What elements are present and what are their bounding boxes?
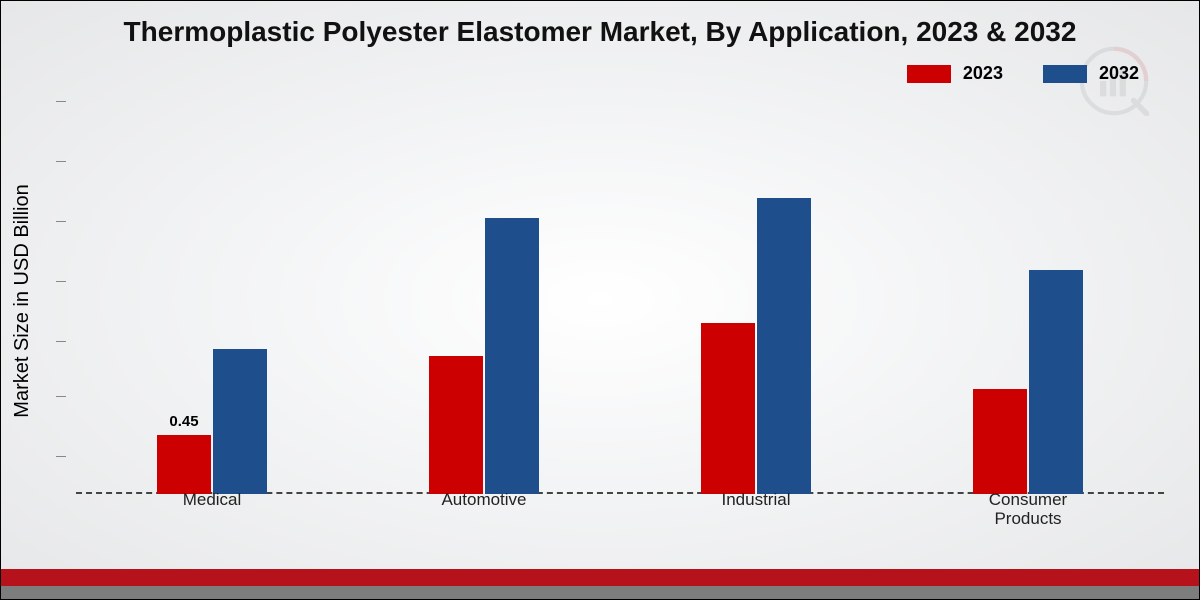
y-tick bbox=[56, 341, 66, 342]
bar bbox=[213, 349, 267, 494]
bar: 0.45 bbox=[157, 435, 211, 494]
bar bbox=[757, 198, 811, 494]
plot-area: 0.45 bbox=[76, 101, 1164, 494]
legend-swatch-2032 bbox=[1043, 65, 1087, 83]
x-axis-label: Automotive bbox=[419, 490, 549, 529]
legend-label-2032: 2032 bbox=[1099, 63, 1139, 84]
bar-group bbox=[701, 198, 811, 494]
x-axis-label: Industrial bbox=[691, 490, 821, 529]
bar bbox=[973, 389, 1027, 494]
y-tick bbox=[56, 281, 66, 282]
legend-item-2023: 2023 bbox=[907, 63, 1003, 84]
y-tick bbox=[56, 456, 66, 457]
x-axis-label: Medical bbox=[147, 490, 277, 529]
bar bbox=[1029, 270, 1083, 494]
legend-label-2023: 2023 bbox=[963, 63, 1003, 84]
x-axis-label: ConsumerProducts bbox=[963, 490, 1093, 529]
footer-grey-bar bbox=[1, 586, 1199, 599]
bar bbox=[701, 323, 755, 494]
legend-swatch-2023 bbox=[907, 65, 951, 83]
chart-title: Thermoplastic Polyester Elastomer Market… bbox=[1, 16, 1199, 48]
y-tick bbox=[56, 396, 66, 397]
footer-red-bar bbox=[1, 569, 1199, 586]
legend-item-2032: 2032 bbox=[1043, 63, 1139, 84]
bar-group bbox=[429, 218, 539, 495]
legend: 2023 2032 bbox=[907, 63, 1139, 84]
y-tick bbox=[56, 101, 66, 102]
bar-groups: 0.45 bbox=[76, 101, 1164, 494]
chart-frame: Thermoplastic Polyester Elastomer Market… bbox=[0, 0, 1200, 600]
y-tick bbox=[56, 221, 66, 222]
bar-group: 0.45 bbox=[157, 349, 267, 494]
bar bbox=[429, 356, 483, 494]
bar-group bbox=[973, 270, 1083, 494]
bar-value-label: 0.45 bbox=[157, 413, 211, 430]
x-axis-labels: Medical Automotive Industrial ConsumerProdu… bbox=[76, 490, 1164, 529]
bar bbox=[485, 218, 539, 495]
y-tick bbox=[56, 161, 66, 162]
